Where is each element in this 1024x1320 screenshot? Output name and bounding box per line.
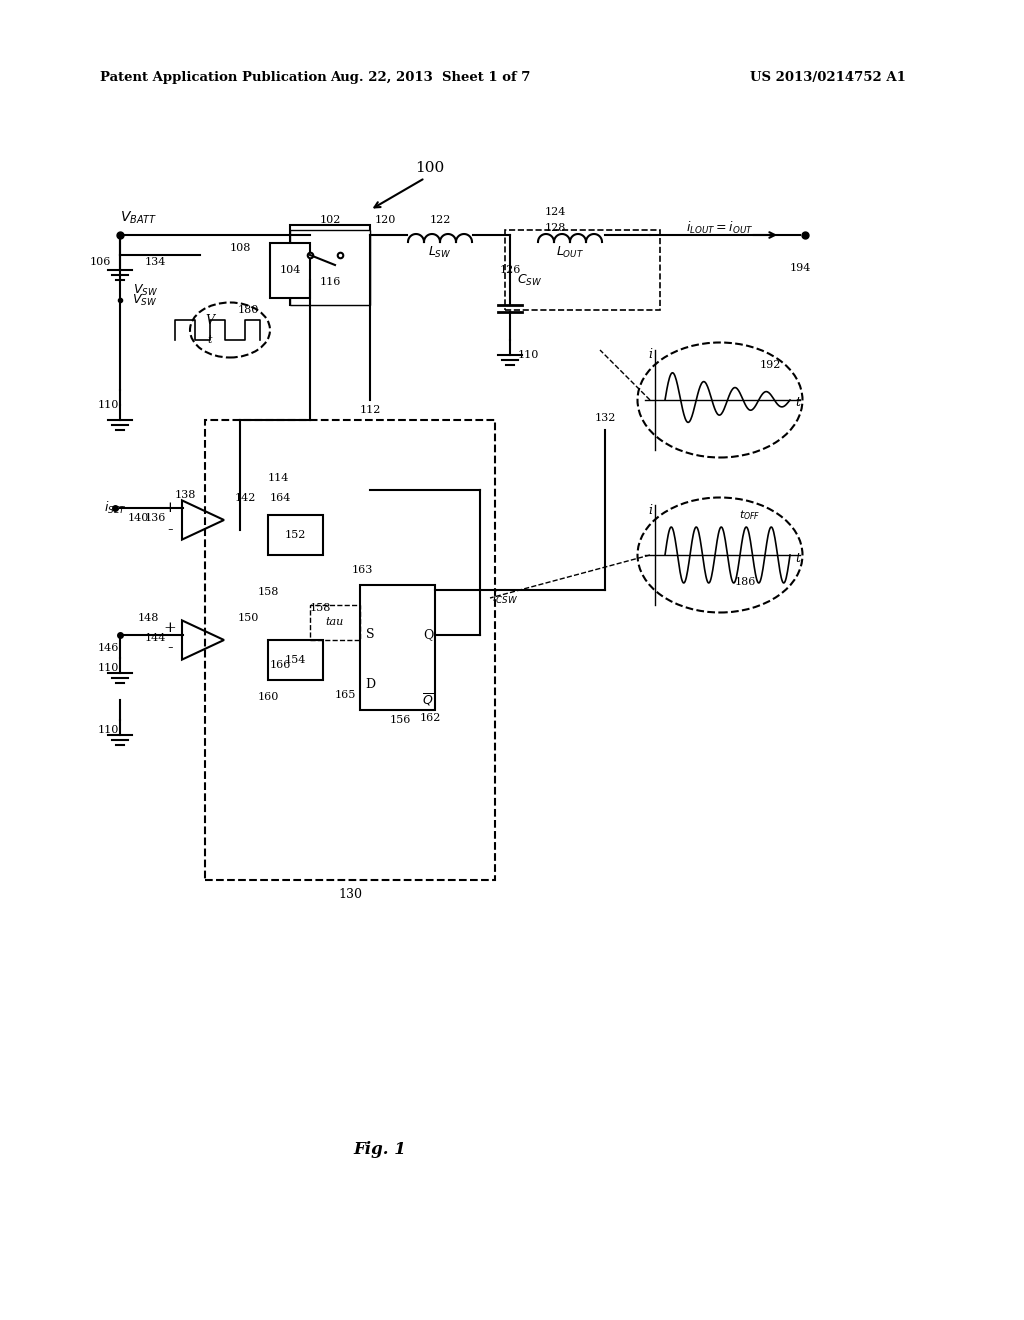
Text: US 2013/0214752 A1: US 2013/0214752 A1 — [750, 71, 906, 84]
Text: -: - — [167, 639, 173, 656]
Text: 124: 124 — [545, 207, 565, 216]
Text: $t_{OFF}$: $t_{OFF}$ — [739, 508, 761, 521]
Text: 110: 110 — [517, 350, 539, 360]
Text: 134: 134 — [144, 257, 166, 267]
Text: 110: 110 — [97, 663, 119, 673]
Bar — [310, 605, 360, 640]
Text: Patent Application Publication: Patent Application Publication — [100, 71, 327, 84]
Text: Q: Q — [423, 628, 433, 642]
Text: 122: 122 — [429, 215, 451, 224]
Text: +: + — [164, 502, 176, 515]
Text: 116: 116 — [319, 277, 341, 286]
Text: $\overline{Q}$: $\overline{Q}$ — [422, 692, 434, 709]
Text: 166: 166 — [269, 660, 291, 671]
Text: 120: 120 — [375, 215, 395, 224]
Text: $C_{SW}$: $C_{SW}$ — [517, 272, 543, 288]
Bar — [268, 640, 323, 680]
Text: -: - — [167, 521, 173, 539]
Text: 100: 100 — [416, 161, 444, 176]
Text: t: t — [208, 335, 212, 345]
Text: 192: 192 — [760, 360, 780, 370]
Text: Fig. 1: Fig. 1 — [353, 1142, 407, 1159]
Text: $i_{SET}$: $i_{SET}$ — [103, 500, 126, 516]
Bar — [360, 585, 435, 710]
Text: 140: 140 — [127, 513, 148, 523]
Text: $V_{BATT}$: $V_{BATT}$ — [120, 210, 158, 226]
Text: 148: 148 — [137, 612, 159, 623]
Text: 110: 110 — [97, 400, 119, 411]
Text: 114: 114 — [267, 473, 289, 483]
Text: 146: 146 — [97, 643, 119, 653]
Text: 163: 163 — [351, 565, 373, 576]
Text: 108: 108 — [229, 243, 251, 253]
Text: D: D — [365, 678, 375, 692]
Text: 144: 144 — [144, 634, 166, 643]
Text: 156: 156 — [389, 715, 411, 725]
Text: 126: 126 — [500, 265, 520, 275]
Text: $V_{SW}$: $V_{SW}$ — [132, 293, 158, 308]
Text: 158: 158 — [257, 587, 279, 597]
Text: 154: 154 — [285, 655, 306, 665]
Text: 160: 160 — [257, 692, 279, 702]
Text: i: i — [648, 348, 652, 362]
Text: 150: 150 — [238, 612, 259, 623]
Text: $L_{OUT}$: $L_{OUT}$ — [556, 244, 584, 260]
Text: $V_{SW}$: $V_{SW}$ — [133, 282, 158, 297]
Text: t: t — [796, 552, 801, 565]
Bar — [268, 515, 323, 554]
Text: 102: 102 — [319, 215, 341, 224]
Text: 165: 165 — [334, 690, 355, 700]
Text: 130: 130 — [338, 888, 362, 902]
Text: 110: 110 — [97, 725, 119, 735]
Text: $L_{SW}$: $L_{SW}$ — [428, 244, 452, 260]
Bar — [505, 230, 660, 310]
Text: 132: 132 — [594, 413, 615, 422]
Text: 138: 138 — [174, 490, 196, 500]
Text: 112: 112 — [359, 405, 381, 414]
Text: 136: 136 — [144, 513, 166, 523]
Text: +: + — [164, 620, 176, 635]
Text: $i_{CSW}$: $i_{CSW}$ — [492, 590, 518, 606]
Text: 106: 106 — [89, 257, 111, 267]
Text: tau: tau — [326, 616, 344, 627]
Bar — [290, 224, 370, 305]
Text: 128: 128 — [545, 223, 565, 234]
Text: S: S — [366, 628, 374, 642]
Text: 180: 180 — [238, 305, 259, 315]
Text: 104: 104 — [280, 265, 301, 275]
Text: V: V — [206, 314, 214, 326]
Text: 158: 158 — [309, 603, 331, 612]
Text: t: t — [796, 396, 801, 409]
Text: $i_{LOUT} = i_{OUT}$: $i_{LOUT} = i_{OUT}$ — [686, 220, 754, 236]
Text: 152: 152 — [285, 531, 306, 540]
Text: 194: 194 — [790, 263, 811, 273]
Bar — [290, 230, 370, 305]
Text: i: i — [648, 503, 652, 516]
Bar — [270, 243, 310, 298]
Text: Aug. 22, 2013  Sheet 1 of 7: Aug. 22, 2013 Sheet 1 of 7 — [330, 71, 530, 84]
Bar — [205, 420, 495, 880]
Text: 164: 164 — [269, 492, 291, 503]
Text: 162: 162 — [419, 713, 440, 723]
Text: 186: 186 — [734, 577, 756, 587]
Text: 142: 142 — [234, 492, 256, 503]
